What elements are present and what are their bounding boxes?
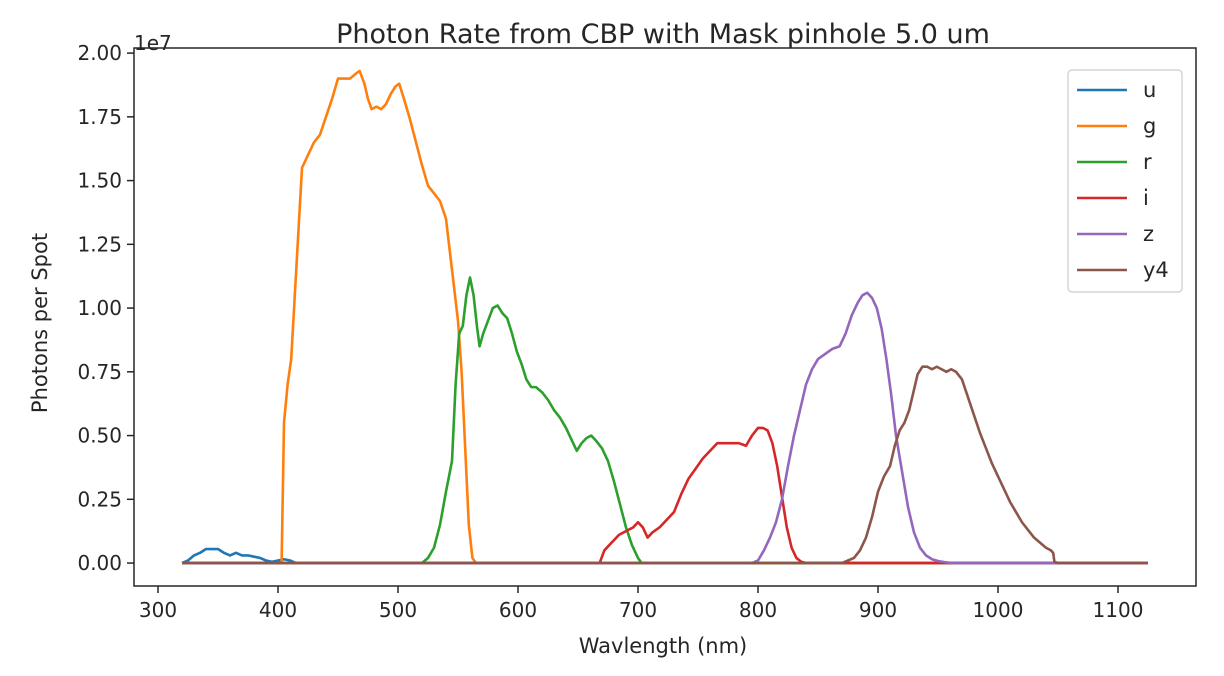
x-tick-600: 600 — [499, 586, 537, 622]
x-tick-label: 1100 — [1093, 598, 1144, 622]
legend-item-y4: y4 — [1077, 258, 1169, 282]
legend-item-z: z — [1077, 222, 1154, 246]
y-tick-0.25: 0.25 — [77, 487, 134, 511]
x-tick-1100: 1100 — [1093, 586, 1144, 622]
x-tick-label: 500 — [379, 598, 417, 622]
x-tick-label: 900 — [859, 598, 897, 622]
y-axis-offset-label: 1e7 — [134, 31, 172, 55]
y-tick-label: 0.75 — [77, 360, 122, 384]
legend-item-u: u — [1077, 78, 1156, 102]
legend-label-i: i — [1143, 186, 1149, 210]
x-tick-label: 700 — [619, 598, 657, 622]
x-tick-700: 700 — [619, 586, 657, 622]
y-tick-label: 0.50 — [77, 424, 122, 448]
legend-item-r: r — [1077, 150, 1152, 174]
x-axis-ticks: 300 400 500 600 700 800 900 1000 1100 — [139, 586, 1144, 622]
x-axis-label: Wavlength (nm) — [579, 634, 747, 658]
y-tick-1.00: 1.00 — [77, 296, 134, 320]
x-tick-label: 400 — [259, 598, 297, 622]
y-tick-0.75: 0.75 — [77, 360, 134, 384]
y-tick-0.50: 0.50 — [77, 424, 134, 448]
legend-label-z: z — [1143, 222, 1154, 246]
x-tick-label: 800 — [739, 598, 777, 622]
plot-frame — [133, 47, 1197, 587]
series-line-z — [182, 291, 1148, 565]
y-tick-1.25: 1.25 — [77, 232, 134, 256]
y-tick-label: 0.25 — [77, 487, 122, 511]
legend-label-y4: y4 — [1143, 258, 1169, 282]
x-tick-400: 400 — [259, 586, 297, 622]
y-tick-label: 1.50 — [77, 169, 122, 193]
x-tick-800: 800 — [739, 586, 777, 622]
x-tick-500: 500 — [379, 586, 417, 622]
y-tick-label: 1.75 — [77, 105, 122, 129]
legend-label-r: r — [1143, 150, 1152, 174]
series-line-g — [182, 69, 1148, 565]
plot-area — [133, 47, 1197, 587]
series-line-i — [182, 426, 1148, 565]
y-tick-0.00: 0.00 — [77, 551, 134, 575]
legend-item-g: g — [1077, 114, 1156, 138]
legend-label-g: g — [1143, 114, 1156, 138]
series-line-y4 — [182, 365, 1148, 565]
chart-title: Photon Rate from CBP with Mask pinhole 5… — [336, 19, 990, 50]
x-tick-1000: 1000 — [973, 586, 1024, 622]
x-tick-label: 300 — [139, 598, 177, 622]
y-tick-1.50: 1.50 — [77, 169, 134, 193]
y-tick-label: 1.00 — [77, 296, 122, 320]
y-axis-ticks: 0.00 0.25 0.50 0.75 1.00 1.25 1.50 1.75 2.00 — [77, 41, 134, 575]
y-tick-1.75: 1.75 — [77, 105, 134, 129]
y-tick-2.00: 2.00 — [77, 41, 134, 65]
y-tick-label: 1.25 — [77, 232, 122, 256]
x-tick-300: 300 — [139, 586, 177, 622]
legend-item-i: i — [1077, 186, 1149, 210]
y-tick-label: 2.00 — [77, 41, 122, 65]
x-tick-900: 900 — [859, 586, 897, 622]
series-line-r — [182, 276, 1148, 565]
y-tick-label: 0.00 — [77, 551, 122, 575]
series-layer — [181, 69, 1148, 565]
y-axis-label: Photons per Spot — [28, 233, 52, 413]
x-tick-label: 600 — [499, 598, 537, 622]
legend-label-u: u — [1143, 78, 1156, 102]
x-tick-label: 1000 — [973, 598, 1024, 622]
